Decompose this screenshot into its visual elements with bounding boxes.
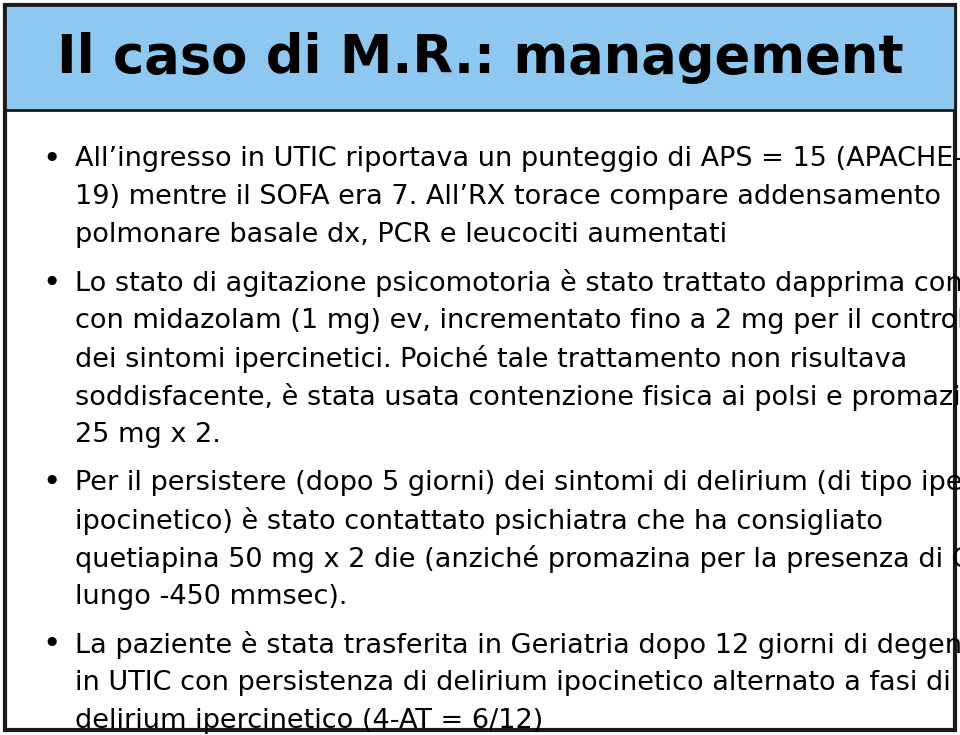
Text: •: • — [43, 631, 61, 659]
Text: Il caso di M.R.: management: Il caso di M.R.: management — [57, 32, 903, 84]
Text: La paziente è stata trasferita in Geriatria dopo 12 giorni di degenza: La paziente è stata trasferita in Geriat… — [75, 631, 960, 659]
Text: •: • — [43, 145, 61, 173]
Text: •: • — [43, 268, 61, 298]
FancyBboxPatch shape — [5, 5, 955, 730]
Text: in UTIC con persistenza di delirium ipocinetico alternato a fasi di: in UTIC con persistenza di delirium ipoc… — [75, 670, 950, 696]
Text: polmonare basale dx, PCR e leucociti aumentati: polmonare basale dx, PCR e leucociti aum… — [75, 222, 727, 248]
Text: 25 mg x 2.: 25 mg x 2. — [75, 422, 221, 448]
Text: ipocinetico) è stato contattato psichiatra che ha consigliato: ipocinetico) è stato contattato psichiat… — [75, 507, 883, 535]
Text: lungo -450 mmsec).: lungo -450 mmsec). — [75, 584, 348, 610]
Text: soddisfacente, è stata usata contenzione fisica ai polsi e promazina: soddisfacente, è stata usata contenzione… — [75, 383, 960, 411]
Text: •: • — [43, 468, 61, 498]
Text: delirium ipercinetico (4-AT = 6/12): delirium ipercinetico (4-AT = 6/12) — [75, 708, 543, 734]
Text: All’ingresso in UTIC riportava un punteggio di APS = 15 (APACHE-II =: All’ingresso in UTIC riportava un punteg… — [75, 146, 960, 172]
FancyBboxPatch shape — [5, 5, 955, 110]
Text: quetiapina 50 mg x 2 die (anziché promazina per la presenza di QT: quetiapina 50 mg x 2 die (anziché promaz… — [75, 545, 960, 573]
Text: Per il persistere (dopo 5 giorni) dei sintomi di delirium (di tipo iper e: Per il persistere (dopo 5 giorni) dei si… — [75, 470, 960, 496]
Text: 19) mentre il SOFA era 7. All’RX torace compare addensamento: 19) mentre il SOFA era 7. All’RX torace … — [75, 184, 941, 210]
Text: Lo stato di agitazione psicomotoria è stato trattato dapprima con: Lo stato di agitazione psicomotoria è st… — [75, 269, 960, 297]
Text: con midazolam (1 mg) ev, incrementato fino a 2 mg per il controllo: con midazolam (1 mg) ev, incrementato fi… — [75, 308, 960, 334]
Text: dei sintomi ipercinetici. Poiché tale trattamento non risultava: dei sintomi ipercinetici. Poiché tale tr… — [75, 345, 907, 373]
